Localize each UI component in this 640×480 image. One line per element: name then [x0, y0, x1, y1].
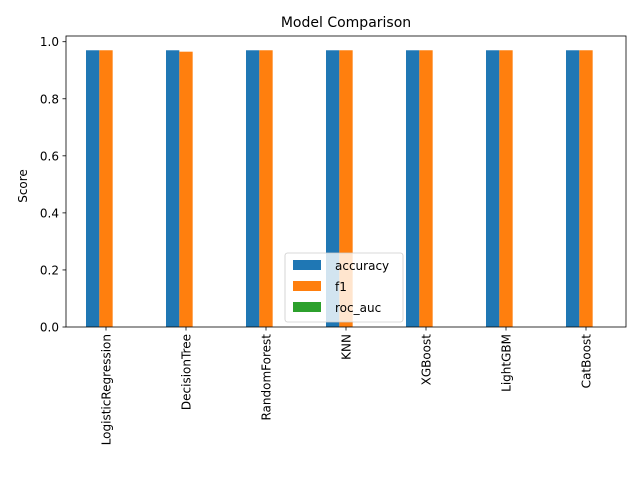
legend: accuracy f1 roc_auc [284, 252, 404, 323]
y-tick-label: 0.4 [40, 206, 59, 220]
y-tick-label: 1.0 [40, 35, 59, 49]
bar-accuracy-LogisticRegression [86, 50, 100, 327]
chart-title: Model Comparison [281, 15, 411, 31]
x-tick-label: DecisionTree [180, 334, 194, 410]
x-tick-label: LogisticRegression [100, 334, 114, 445]
y-tick-label: 0.2 [40, 263, 59, 277]
legend-label-roc_auc: roc_auc [335, 301, 381, 315]
legend-swatch-accuracy [293, 260, 321, 270]
bar-accuracy-XGBoost [406, 50, 420, 327]
bar-f1-LightGBM [499, 50, 513, 327]
axes-group: 0.0 0.2 0.4 0.6 0.8 1.0 LogisticRegression Deci… [40, 35, 627, 445]
bar-f1-RandomForest [259, 50, 273, 327]
x-tick-label: KNN [340, 334, 354, 360]
bar-accuracy-CatBoost [566, 50, 580, 327]
bar-accuracy-RandomForest [246, 50, 260, 327]
x-tick-label: LightGBM [500, 334, 514, 392]
legend-label-f1: f1 [335, 280, 347, 294]
bar-f1-CatBoost [579, 50, 593, 327]
x-tick-label: CatBoost [580, 334, 594, 389]
bars-group [86, 50, 593, 328]
y-tick-label: 0.6 [40, 149, 59, 163]
bar-f1-LogisticRegression [99, 50, 113, 327]
bar-f1-DecisionTree [179, 51, 193, 328]
legend-label-accuracy: accuracy [335, 259, 389, 273]
y-tick-label: 0.8 [40, 92, 59, 106]
bar-accuracy-DecisionTree [166, 50, 180, 327]
y-tick-label: 0.0 [40, 321, 59, 335]
x-tick-label: RandomForest [260, 334, 274, 421]
legend-swatch-f1 [293, 281, 321, 291]
x-tick-label: XGBoost [420, 334, 434, 386]
legend-swatch-roc_auc [293, 302, 321, 312]
bar-f1-XGBoost [419, 50, 433, 327]
bar-accuracy-LightGBM [486, 50, 500, 327]
y-axis-label: Score [16, 169, 30, 203]
